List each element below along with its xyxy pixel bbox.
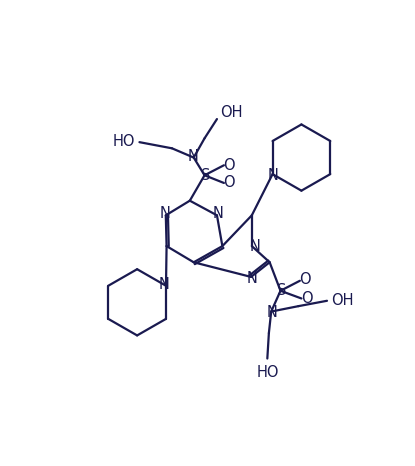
Text: S: S [200,168,210,183]
Text: O: O [224,158,235,173]
Text: S: S [276,283,286,298]
Text: N: N [160,206,171,221]
Text: HO: HO [257,365,279,380]
Text: OH: OH [220,105,242,120]
Text: HO: HO [113,134,136,149]
Text: N: N [188,149,198,164]
Text: N: N [247,271,257,286]
Text: N: N [266,305,277,320]
Text: N: N [268,168,279,183]
Text: N: N [249,239,260,254]
Text: O: O [300,273,311,288]
Text: O: O [301,291,312,306]
Text: O: O [224,176,235,191]
Text: N: N [159,277,170,292]
Text: OH: OH [331,293,354,308]
Text: N: N [212,206,223,221]
